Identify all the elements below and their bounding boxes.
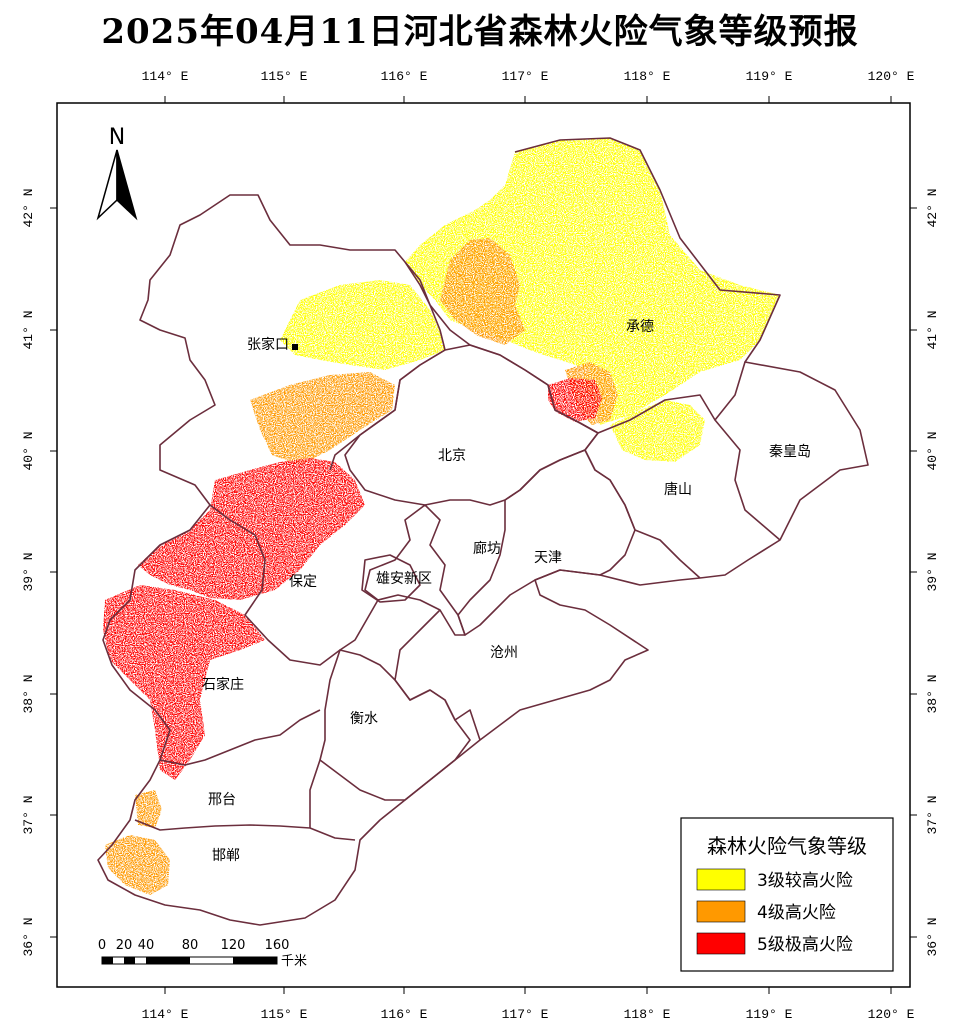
risk-zone-level5-baoding <box>138 458 365 600</box>
boundary-langfang <box>364 504 466 636</box>
city-label: 承德 <box>626 319 654 335</box>
city-marker <box>292 344 298 350</box>
city-label: 唐山 <box>664 481 692 498</box>
north-arrow: N <box>96 125 138 221</box>
lat-label-left: 36° N <box>21 917 36 956</box>
lat-label-right: 39° N <box>925 552 940 591</box>
legend-swatch <box>696 900 746 923</box>
lat-label-left: 41° N <box>21 310 36 349</box>
scale-label: 160 <box>265 938 290 953</box>
city-label: 张家口 <box>247 336 289 353</box>
city-label: 沧州 <box>490 644 518 661</box>
scale-label: 0 <box>98 938 106 953</box>
graticule-ticks: 114° E 114° E 115° E 115° E 116° E 116° E 117°… <box>21 69 940 1022</box>
lon-label-bottom: 116° E <box>381 1007 428 1022</box>
lon-label-top: 116° E <box>381 69 428 84</box>
boundary-xingtai-handan <box>134 819 356 841</box>
city-label: 天津 <box>534 550 562 566</box>
lon-label-top: 117° E <box>502 69 549 84</box>
scale-label: 40 <box>138 938 155 953</box>
fire-risk-layer <box>103 138 780 895</box>
lat-label-left: 37° N <box>21 795 36 834</box>
lon-label-bottom: 118° E <box>624 1007 671 1022</box>
lon-label-top: 120° E <box>868 69 915 84</box>
lon-label-top: 115° E <box>261 69 308 84</box>
lat-label-right: 41° N <box>925 310 940 349</box>
boundary-tangshan-qinhuangdao <box>714 361 781 541</box>
risk-zone-level3-tangshan <box>610 400 705 462</box>
lon-label-bottom: 119° E <box>746 1007 793 1022</box>
lon-label-bottom: 117° E <box>502 1007 549 1022</box>
tianjin-boundary <box>457 449 636 636</box>
scale-label: 20 <box>116 938 133 953</box>
legend-item-label: 3级较高火险 <box>757 871 853 891</box>
lon-label-bottom: 114° E <box>142 1007 189 1022</box>
boundary-baoding-south <box>209 504 379 666</box>
scale-bar: 0 20 40 80 120 160 千米 <box>98 938 307 969</box>
lat-label-right: 42° N <box>925 188 940 227</box>
lat-label-left: 39° N <box>21 552 36 591</box>
risk-zone-level5-chengde-pocket <box>548 378 602 422</box>
map-title: 2025年04月11日河北省森林火险气象等级预报 <box>101 12 859 52</box>
boundary-hengshui-xingtai <box>309 759 321 828</box>
lat-label-right: 38° N <box>925 674 940 713</box>
city-label: 廊坊 <box>473 540 501 557</box>
boundary-chengde-tangshan <box>597 394 716 434</box>
risk-zone-level3-chengde <box>405 138 780 425</box>
city-label: 邢台 <box>208 792 236 808</box>
legend-swatch <box>696 868 746 891</box>
legend-title: 森林火险气象等级 <box>707 834 867 858</box>
lat-label-left: 42° N <box>21 188 36 227</box>
scale-label: 80 <box>182 938 199 953</box>
lon-label-top: 119° E <box>746 69 793 84</box>
city-label: 石家庄 <box>202 676 244 693</box>
risk-zone-level4-zhangjiakou <box>250 372 395 465</box>
risk-zone-level4-chengde-west <box>440 238 525 345</box>
boundary-shijiazhuang-xingtai <box>159 709 321 766</box>
legend-item-label: 4级高火险 <box>757 903 836 923</box>
city-label: 北京 <box>438 448 466 464</box>
lat-label-right: 36° N <box>925 917 940 956</box>
risk-zone-level5-shijiazhuang <box>103 585 265 780</box>
lon-label-bottom: 115° E <box>261 1007 308 1022</box>
lon-label-bottom: 120° E <box>868 1007 915 1022</box>
city-label: 邯郸 <box>212 848 240 864</box>
north-arrow-label: N <box>109 125 125 150</box>
city-label: 保定 <box>289 574 317 590</box>
lon-label-top: 118° E <box>624 69 671 84</box>
scale-label: 120 <box>221 938 246 953</box>
risk-zone-level3-zhangjiakou <box>280 280 445 370</box>
legend-item-label: 5级极高火险 <box>757 935 853 955</box>
beijing-boundary <box>344 344 599 506</box>
boundary-xiongan <box>361 554 421 603</box>
scale-unit: 千米 <box>281 954 307 969</box>
lat-label-right: 37° N <box>925 795 940 834</box>
city-label: 秦皇岛 <box>769 444 811 460</box>
city-label: 衡水 <box>350 711 378 727</box>
risk-zone-level4-handan <box>135 790 162 828</box>
lat-label-left: 38° N <box>21 674 36 713</box>
city-label: 雄安新区 <box>376 571 432 587</box>
risk-zone-level4-xingtai <box>105 835 170 895</box>
legend-swatch <box>696 932 746 955</box>
admin-boundaries <box>97 137 869 926</box>
lat-label-left: 40° N <box>21 431 36 470</box>
lon-label-top: 114° E <box>142 69 189 84</box>
boundary-hengshui <box>319 649 471 801</box>
lat-label-right: 40° N <box>925 431 940 470</box>
legend: 森林火险气象等级 3级较高火险 4级高火险 5级极高火险 <box>680 817 894 972</box>
